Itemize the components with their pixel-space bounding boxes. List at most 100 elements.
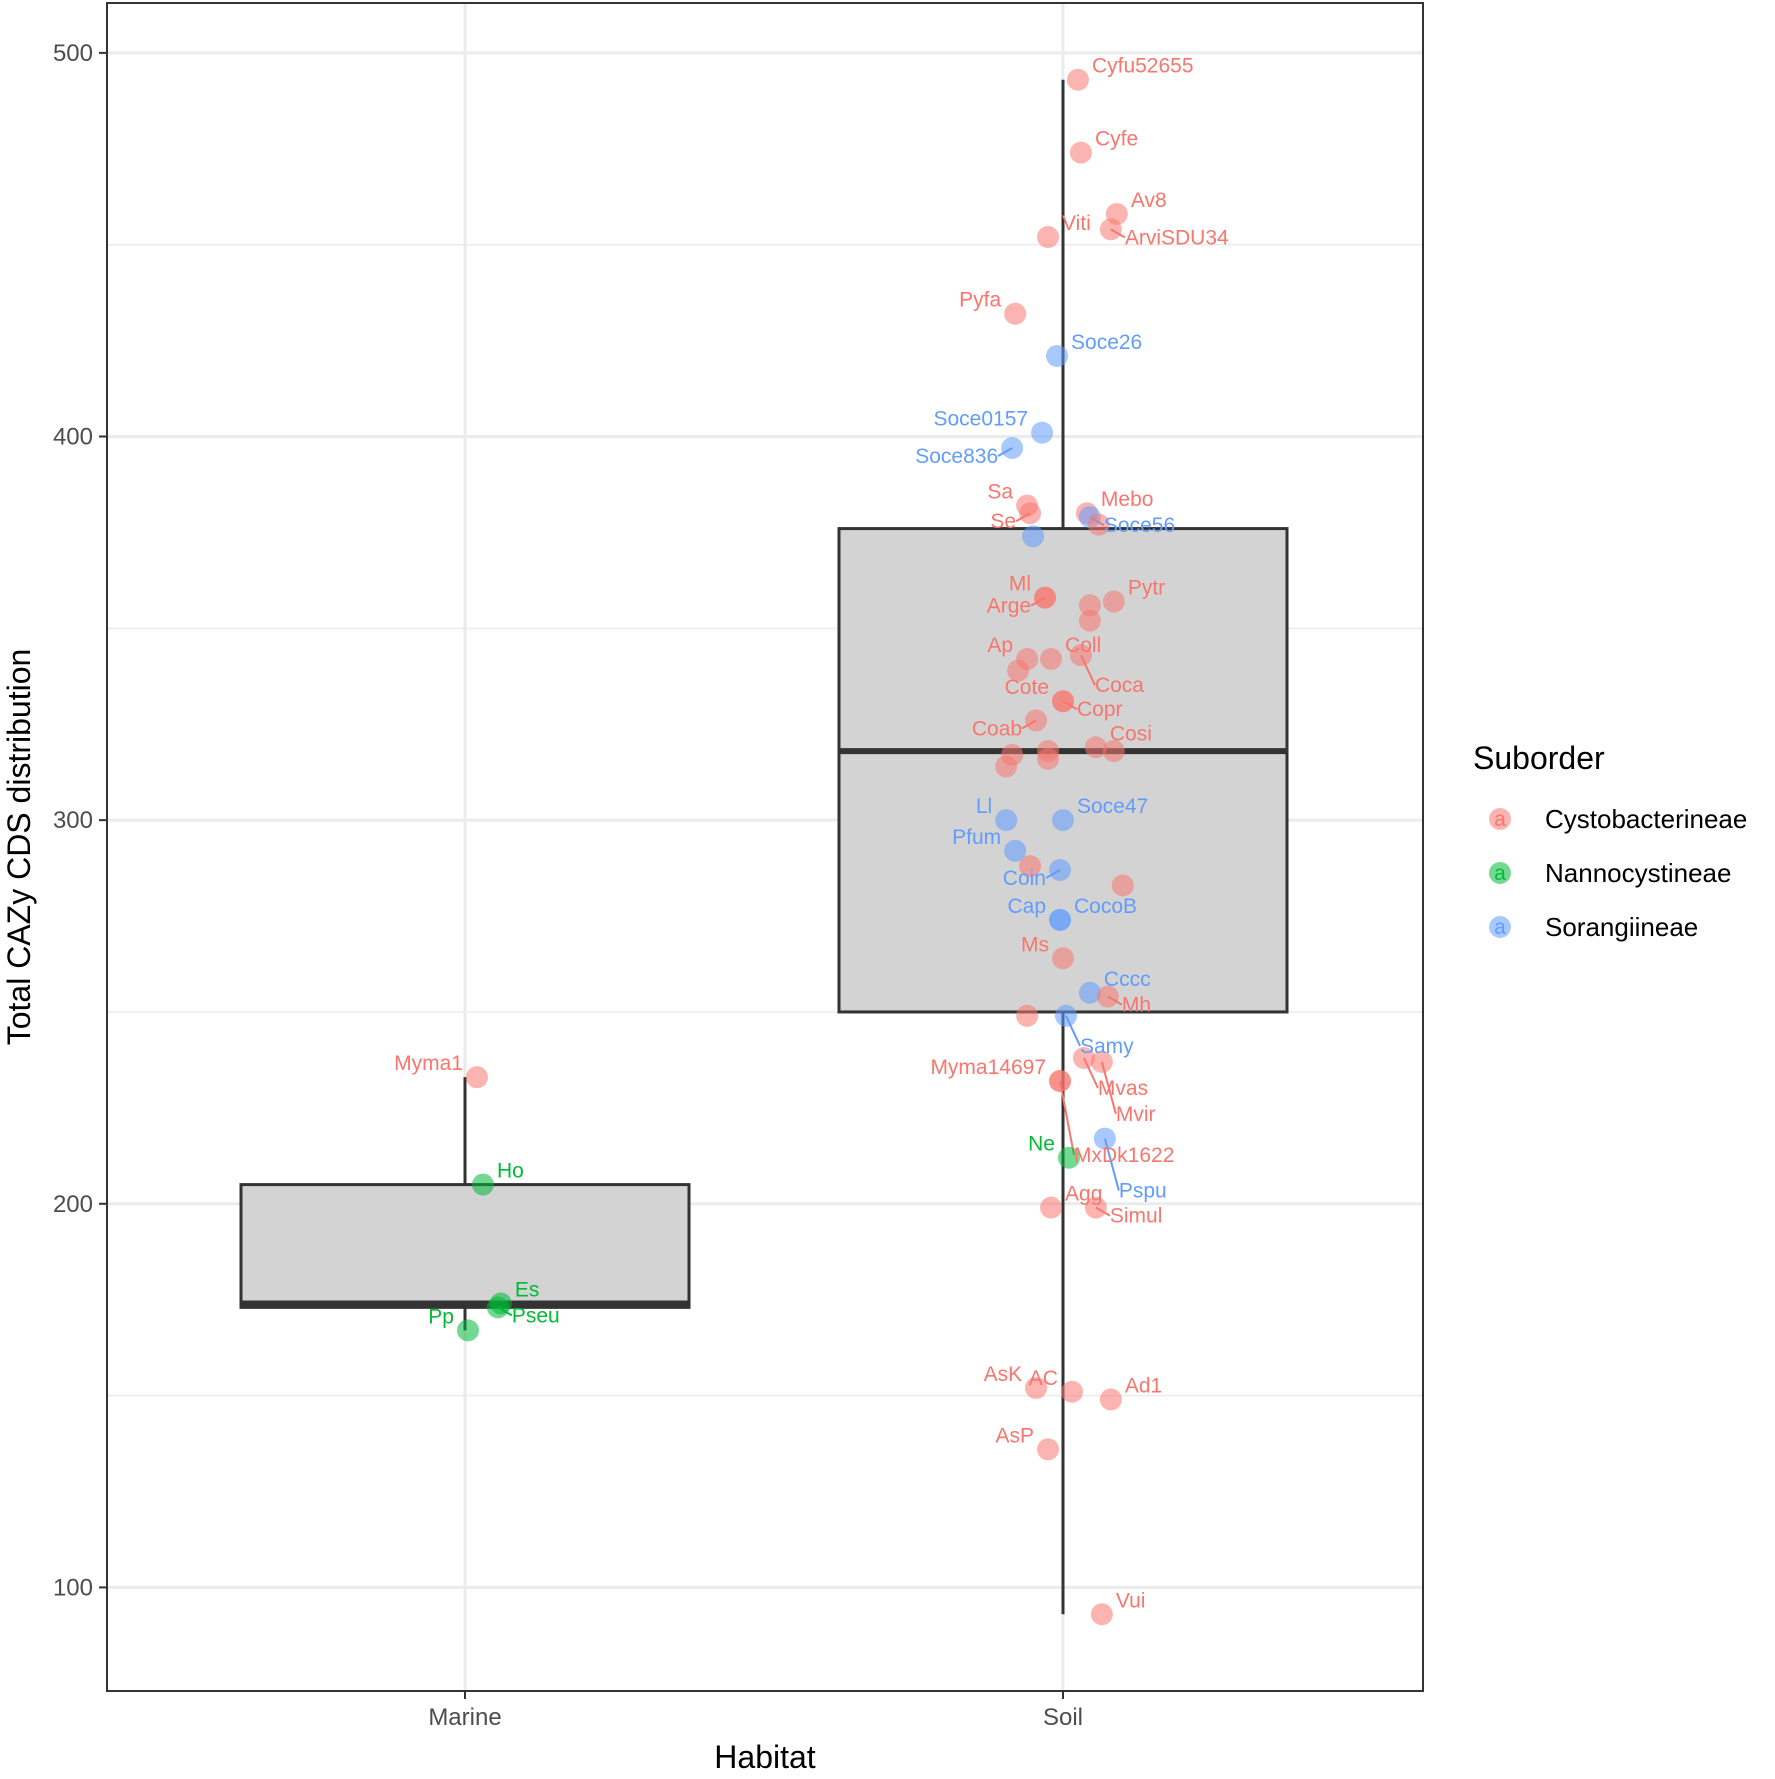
point-label: Ms xyxy=(1021,933,1049,956)
boxes xyxy=(239,79,1289,1615)
point-label: Myma1 xyxy=(394,1052,463,1075)
point-label: Ap xyxy=(987,634,1013,657)
y-axis-title: Total CAZy CDS distribution xyxy=(1,649,37,1046)
data-point xyxy=(1052,947,1074,970)
point-label: Soce56 xyxy=(1104,514,1175,537)
point-label: Samy xyxy=(1080,1035,1134,1058)
data-point xyxy=(1046,344,1069,367)
point-label: ArviSDU34 xyxy=(1125,226,1229,249)
point-label: Coll xyxy=(1065,634,1101,657)
data-point xyxy=(1054,1004,1077,1027)
data-point xyxy=(1069,644,1092,667)
data-point xyxy=(471,1173,494,1196)
point-label: Pspu xyxy=(1119,1180,1167,1203)
point-label: AsP xyxy=(996,1424,1035,1447)
point-label: Soce26 xyxy=(1071,331,1142,354)
x-tick-label: Marine xyxy=(428,1704,501,1731)
point-label: Ho xyxy=(497,1160,524,1183)
point-label: Se xyxy=(990,510,1016,533)
data-point xyxy=(1019,502,1042,525)
data-point xyxy=(1111,874,1134,897)
point-label: Pfum xyxy=(952,826,1001,849)
data-point xyxy=(995,755,1018,778)
legend-key-glyph: a xyxy=(1494,862,1506,885)
data-point xyxy=(1057,1146,1080,1169)
point-label: Ll xyxy=(976,795,992,818)
data-point xyxy=(1037,226,1060,249)
data-point xyxy=(456,1319,479,1342)
point-label: Coin xyxy=(1003,867,1046,890)
data-point xyxy=(1040,1196,1063,1219)
data-point xyxy=(1016,1004,1039,1027)
legend: Suborder a Cystobacterineae a Nannocystinea… xyxy=(1473,740,1747,942)
x-tick-label: Soil xyxy=(1043,1704,1083,1731)
point-label: Mebo xyxy=(1101,488,1154,511)
box-soil xyxy=(837,79,1289,1615)
point-label: Ad1 xyxy=(1125,1374,1162,1397)
legend-key-glyph: a xyxy=(1494,916,1506,939)
point-label: Cccc xyxy=(1104,968,1151,991)
data-point xyxy=(1022,525,1045,548)
interquartile-box xyxy=(239,1183,691,1309)
data-point xyxy=(1099,1388,1122,1411)
data-point xyxy=(1072,1047,1095,1069)
box-marine xyxy=(239,1077,691,1331)
y-tick-label: 300 xyxy=(53,807,93,834)
data-point xyxy=(1025,1376,1048,1399)
data-point xyxy=(1102,590,1125,613)
y-tick-label: 400 xyxy=(53,424,93,451)
point-label: Cap xyxy=(1007,895,1046,918)
point-label: Pyfa xyxy=(959,289,1001,312)
data-point xyxy=(1037,1438,1060,1461)
data-point xyxy=(1084,1196,1107,1219)
interquartile-box xyxy=(837,527,1289,1014)
point-label: Myma14697 xyxy=(930,1056,1046,1079)
data-point xyxy=(1078,594,1101,617)
legend-key-point xyxy=(1489,916,1511,938)
legend-label: Nannocystineae xyxy=(1545,858,1731,888)
point-label: Mh xyxy=(1122,994,1151,1017)
point-label: Av8 xyxy=(1131,189,1167,212)
legend-entry-cystobacterineae: a Cystobacterineae xyxy=(1489,804,1747,834)
legend-key-glyph: a xyxy=(1494,808,1506,831)
data-point xyxy=(1078,609,1101,632)
data-point xyxy=(1031,421,1054,444)
y-tick-label: 200 xyxy=(53,1191,93,1218)
data-point xyxy=(1090,1050,1113,1073)
data-point xyxy=(1049,859,1072,882)
point-label: Soce836 xyxy=(915,445,998,468)
point-label: Pseu xyxy=(512,1304,560,1327)
data-point xyxy=(1099,218,1122,241)
y-tick-label: 100 xyxy=(53,1574,93,1601)
legend-title: Suborder xyxy=(1473,740,1605,776)
data-point xyxy=(1034,586,1057,609)
data-point xyxy=(1087,513,1110,536)
legend-entry-sorangiineae: a Sorangiineae xyxy=(1489,912,1698,942)
data-point xyxy=(1004,839,1027,862)
point-label: Es xyxy=(515,1279,540,1302)
point-label: Cyfu52655 xyxy=(1092,55,1194,78)
data-point xyxy=(1090,1603,1113,1626)
data-point xyxy=(1069,141,1092,164)
point-label: Cote xyxy=(1005,676,1049,699)
axes: 100 200 300 400 500 Marine Soil xyxy=(53,40,1083,1731)
data-point xyxy=(1102,740,1125,763)
point-label: AC xyxy=(1029,1367,1058,1390)
legend-entry-nannocystineae: a Nannocystineae xyxy=(1489,858,1731,888)
data-point xyxy=(1040,648,1063,671)
data-point xyxy=(465,1066,488,1089)
points xyxy=(456,68,1134,1626)
x-axis-title: Habitat xyxy=(714,1739,816,1775)
data-point xyxy=(1007,659,1030,682)
legend-label: Cystobacterineae xyxy=(1545,804,1747,834)
point-label: Agg xyxy=(1065,1183,1102,1206)
point-label: Soce47 xyxy=(1077,795,1148,818)
data-point xyxy=(1066,68,1089,91)
data-point xyxy=(1049,1070,1072,1093)
point-label: Mvas xyxy=(1098,1077,1148,1100)
data-point xyxy=(1052,809,1074,832)
label-connector xyxy=(1059,1080,1075,1156)
data-point xyxy=(1025,709,1048,732)
